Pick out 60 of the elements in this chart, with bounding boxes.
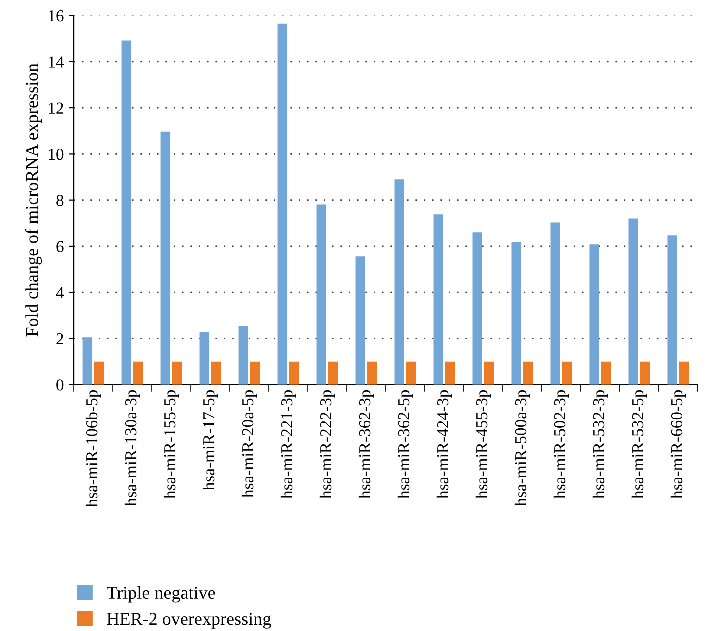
bar — [590, 244, 600, 385]
bar — [628, 218, 638, 385]
bar — [367, 362, 378, 385]
bar — [434, 214, 444, 385]
legend-label: Triple negative — [107, 586, 216, 603]
bar — [406, 362, 416, 385]
x-tick-label: hsa-miR-500a-3p — [514, 390, 530, 506]
bar — [679, 362, 690, 385]
x-tick-label: hsa-miR-660-5p — [670, 390, 686, 499]
y-axis-title: Fold change of microRNA expression — [25, 64, 42, 337]
y-tick-label: 2 — [56, 334, 64, 345]
y-tick-label: 0 — [56, 380, 64, 391]
x-tick-label: hsa-miR-532-5p — [632, 390, 648, 499]
x-tick-label: hsa-miR-130a-3p — [124, 390, 140, 506]
bar — [356, 256, 366, 385]
x-tick-label: hsa-miR-362-5p — [398, 390, 414, 499]
bar — [82, 338, 93, 385]
bar — [316, 204, 327, 385]
bar — [289, 362, 300, 385]
bar — [550, 222, 560, 385]
y-tick-label: 14 — [49, 56, 64, 68]
x-tick-label: hsa-miR-106b-5p — [86, 390, 102, 508]
bar — [484, 362, 494, 385]
bar — [94, 362, 104, 385]
bar — [472, 232, 482, 385]
bar — [668, 236, 678, 385]
y-tick-label: 16 — [49, 10, 64, 22]
x-tick-label: hsa-miR-222-3p — [320, 390, 336, 499]
bar — [512, 242, 522, 385]
x-tick-label: hsa-miR-17-5p — [202, 390, 218, 491]
y-tick-label: 4 — [56, 287, 64, 298]
bar — [562, 362, 572, 385]
y-tick-label: 10 — [49, 148, 64, 160]
bar — [160, 132, 171, 385]
bar — [328, 362, 338, 385]
x-tick-label: hsa-miR-502-3p — [554, 390, 570, 499]
bar — [122, 40, 132, 385]
bar — [445, 362, 456, 385]
x-tick-label: hsa-miR-455-3p — [476, 390, 492, 499]
bar — [278, 24, 288, 385]
bar — [172, 362, 182, 385]
legend-label: HER-2 overexpressing — [107, 613, 272, 629]
x-tick-label: hsa-miR-221-3p — [280, 390, 296, 499]
y-tick-label: 12 — [49, 102, 64, 114]
bar — [394, 180, 405, 385]
y-tick-label: 8 — [56, 195, 64, 206]
bar — [211, 362, 222, 385]
bar — [250, 362, 260, 385]
x-tick-label: hsa-miR-20a-5p — [242, 390, 258, 498]
x-tick-label: hsa-miR-532-3p — [592, 390, 608, 499]
bar — [200, 332, 210, 385]
bar — [640, 362, 650, 385]
y-tick-label: 6 — [56, 241, 64, 252]
x-tick-label: hsa-miR-424-3p — [436, 390, 452, 499]
bar — [238, 326, 249, 385]
bar — [601, 362, 612, 385]
bar — [133, 362, 144, 385]
bar — [523, 362, 534, 385]
x-tick-label: hsa-miR-362-3p — [358, 390, 374, 499]
x-tick-label: hsa-miR-155-5p — [164, 390, 180, 499]
